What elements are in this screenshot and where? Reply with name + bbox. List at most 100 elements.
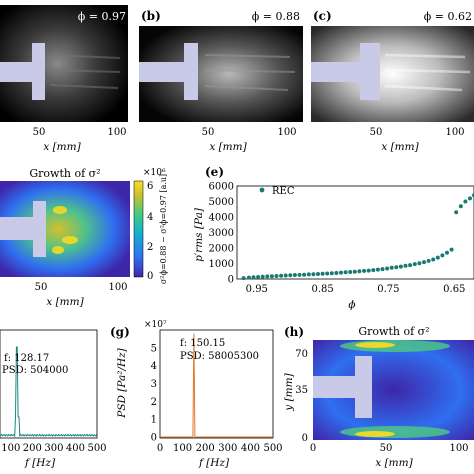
panel-e-point — [316, 272, 320, 276]
panel-a-phi: ϕ = 0.97 — [78, 10, 126, 23]
panel-e-legend: REC — [272, 186, 295, 197]
panel-e-yticks: 0 1000 2000 3000 4000 5000 6000 — [209, 182, 234, 286]
panel-b-xtick: 50 — [202, 127, 215, 138]
panel-e-point — [357, 269, 362, 274]
panel-g-peak-psd: PSD: 58005300 — [180, 351, 259, 362]
panel-f-xlabel: f [Hz] — [24, 457, 56, 469]
panel-e-point — [311, 272, 316, 277]
panel-e-point — [463, 199, 468, 204]
panel-e-ytick: 2000 — [209, 244, 234, 255]
panel-e-legend-marker — [259, 187, 265, 193]
panel-e-point — [458, 204, 463, 209]
panel-e-point — [435, 255, 440, 260]
panel-f-xtick: 500 — [87, 443, 106, 454]
panel-c-xtick: 50 — [370, 127, 383, 138]
panel-g-xtick: 400 — [241, 443, 260, 454]
panel-e-point — [283, 273, 288, 278]
panel-g-xtick: 100 — [173, 443, 192, 454]
panel-c-burner — [311, 43, 380, 100]
panel-h-ytick: 35 — [295, 385, 308, 396]
panel-e-point — [449, 247, 454, 252]
panel-d-colorbar-tick: 2 — [147, 242, 153, 253]
panel-h-xtick: 100 — [449, 443, 468, 454]
panel-b-burner — [139, 43, 198, 100]
panel-g-xtick: 0 — [157, 443, 163, 454]
panel-c: (c) ϕ = 0.62 50 100 x [mm] — [311, 9, 474, 153]
panel-e-point — [375, 267, 380, 272]
panel-e-point — [256, 275, 261, 279]
panel-e-point — [366, 268, 371, 273]
panel-g-ytick: 2 — [151, 397, 157, 408]
panel-g-xlabel: f [Hz] — [198, 457, 230, 469]
panel-b-xlabel: x [mm] — [209, 141, 247, 153]
panel-h-xtick: 50 — [380, 443, 393, 454]
panel-e-point — [320, 271, 325, 276]
panel-e-point — [269, 274, 274, 279]
panel-g-exponent: ×10⁷ — [144, 320, 167, 330]
panel-e-point — [408, 263, 413, 268]
panel-d-colorbar — [133, 180, 144, 278]
panel-e-point — [417, 261, 422, 266]
panel-g-axes — [159, 329, 274, 439]
panel-b-streaks — [204, 54, 296, 91]
panel-f-xticks: 100 200 300 400 500 — [1, 443, 106, 454]
panel-h: (h) Growth of σ² 70 35 0 0 50 100 x [mm]… — [283, 325, 474, 469]
panel-e-point — [334, 271, 339, 275]
panel-h-ytick: 0 — [302, 433, 308, 444]
panel-c-xtick: 100 — [445, 127, 464, 138]
panel-e-point — [260, 274, 265, 279]
panel-e-point — [431, 257, 436, 262]
panel-g-ytick: 5 — [151, 343, 157, 354]
panel-c-letter: (c) — [313, 9, 332, 23]
panel-f-xtick: 300 — [44, 443, 63, 454]
panel-g-peak-f: f: 150.15 — [180, 338, 225, 349]
panel-g-xtick: 500 — [263, 443, 282, 454]
panel-e-point — [362, 268, 367, 273]
panel-e-ylabel: p′rms [Pa] — [193, 207, 205, 262]
panel-h-xtick: 0 — [310, 443, 316, 454]
panel-d: Growth of σ² 50 100 x [mm] ×10⁶ 6 4 2 0 … — [0, 167, 168, 308]
panel-b-xtick: 100 — [277, 127, 296, 138]
panel-h-xlabel: x [mm] — [375, 457, 413, 469]
panel-e-point — [348, 270, 353, 274]
panel-e-point — [371, 268, 376, 273]
panel-a-streaks — [49, 54, 121, 89]
panel-d-burner — [0, 201, 46, 257]
panel-e-ytick: 1000 — [209, 259, 234, 270]
panel-e-ytick: 3000 — [209, 228, 234, 239]
panel-h-title: Growth of σ² — [358, 325, 429, 338]
panel-g-yticks: 5 4 3 2 1 0 — [151, 343, 157, 443]
panel-g-spectrum-line — [160, 333, 273, 438]
panel-e-point — [279, 273, 284, 278]
panel-e-point — [306, 272, 311, 277]
panel-e-ytick: 0 — [228, 275, 234, 286]
panel-d-hotspots — [52, 206, 78, 254]
panel-e-point — [292, 273, 297, 277]
panel-a-xlabel: x [mm] — [43, 141, 81, 153]
panel-e-point — [246, 275, 251, 280]
panel-e-points — [241, 193, 474, 281]
panel-a-burner — [0, 43, 45, 100]
panel-e-xticks: 0.95 0.85 0.75 0.65 — [246, 284, 466, 295]
panel-e-ytick: 6000 — [209, 182, 234, 193]
panel-g-xtick: 200 — [196, 443, 215, 454]
panel-e-point — [385, 266, 390, 271]
panel-e-xlabel: ϕ — [348, 299, 355, 311]
panel-g-ytick: 0 — [151, 433, 157, 444]
panel-h-letter: (h) — [284, 325, 304, 339]
panel-e-axes — [236, 185, 474, 280]
panel-g-ylabel: PSD [Pa²/Hz] — [116, 347, 128, 418]
panel-d-colorbar-tick: 0 — [147, 271, 153, 282]
panel-a-xtick: 50 — [33, 127, 46, 138]
panel-d-colorbar-tick: 4 — [147, 212, 153, 223]
panel-g-letter: (g) — [110, 325, 130, 339]
panel-e-xtick: 0.85 — [311, 284, 333, 295]
panel-e-point — [325, 271, 330, 276]
panel-e-point — [343, 270, 348, 275]
panel-e-ytick: 4000 — [209, 213, 234, 224]
panel-d-xtick: 50 — [35, 282, 48, 293]
panel-c-phi: ϕ = 0.62 — [424, 10, 472, 23]
panel-a: ϕ = 0.97 50 100 x [mm] — [0, 5, 128, 153]
panel-e-point — [445, 250, 449, 255]
